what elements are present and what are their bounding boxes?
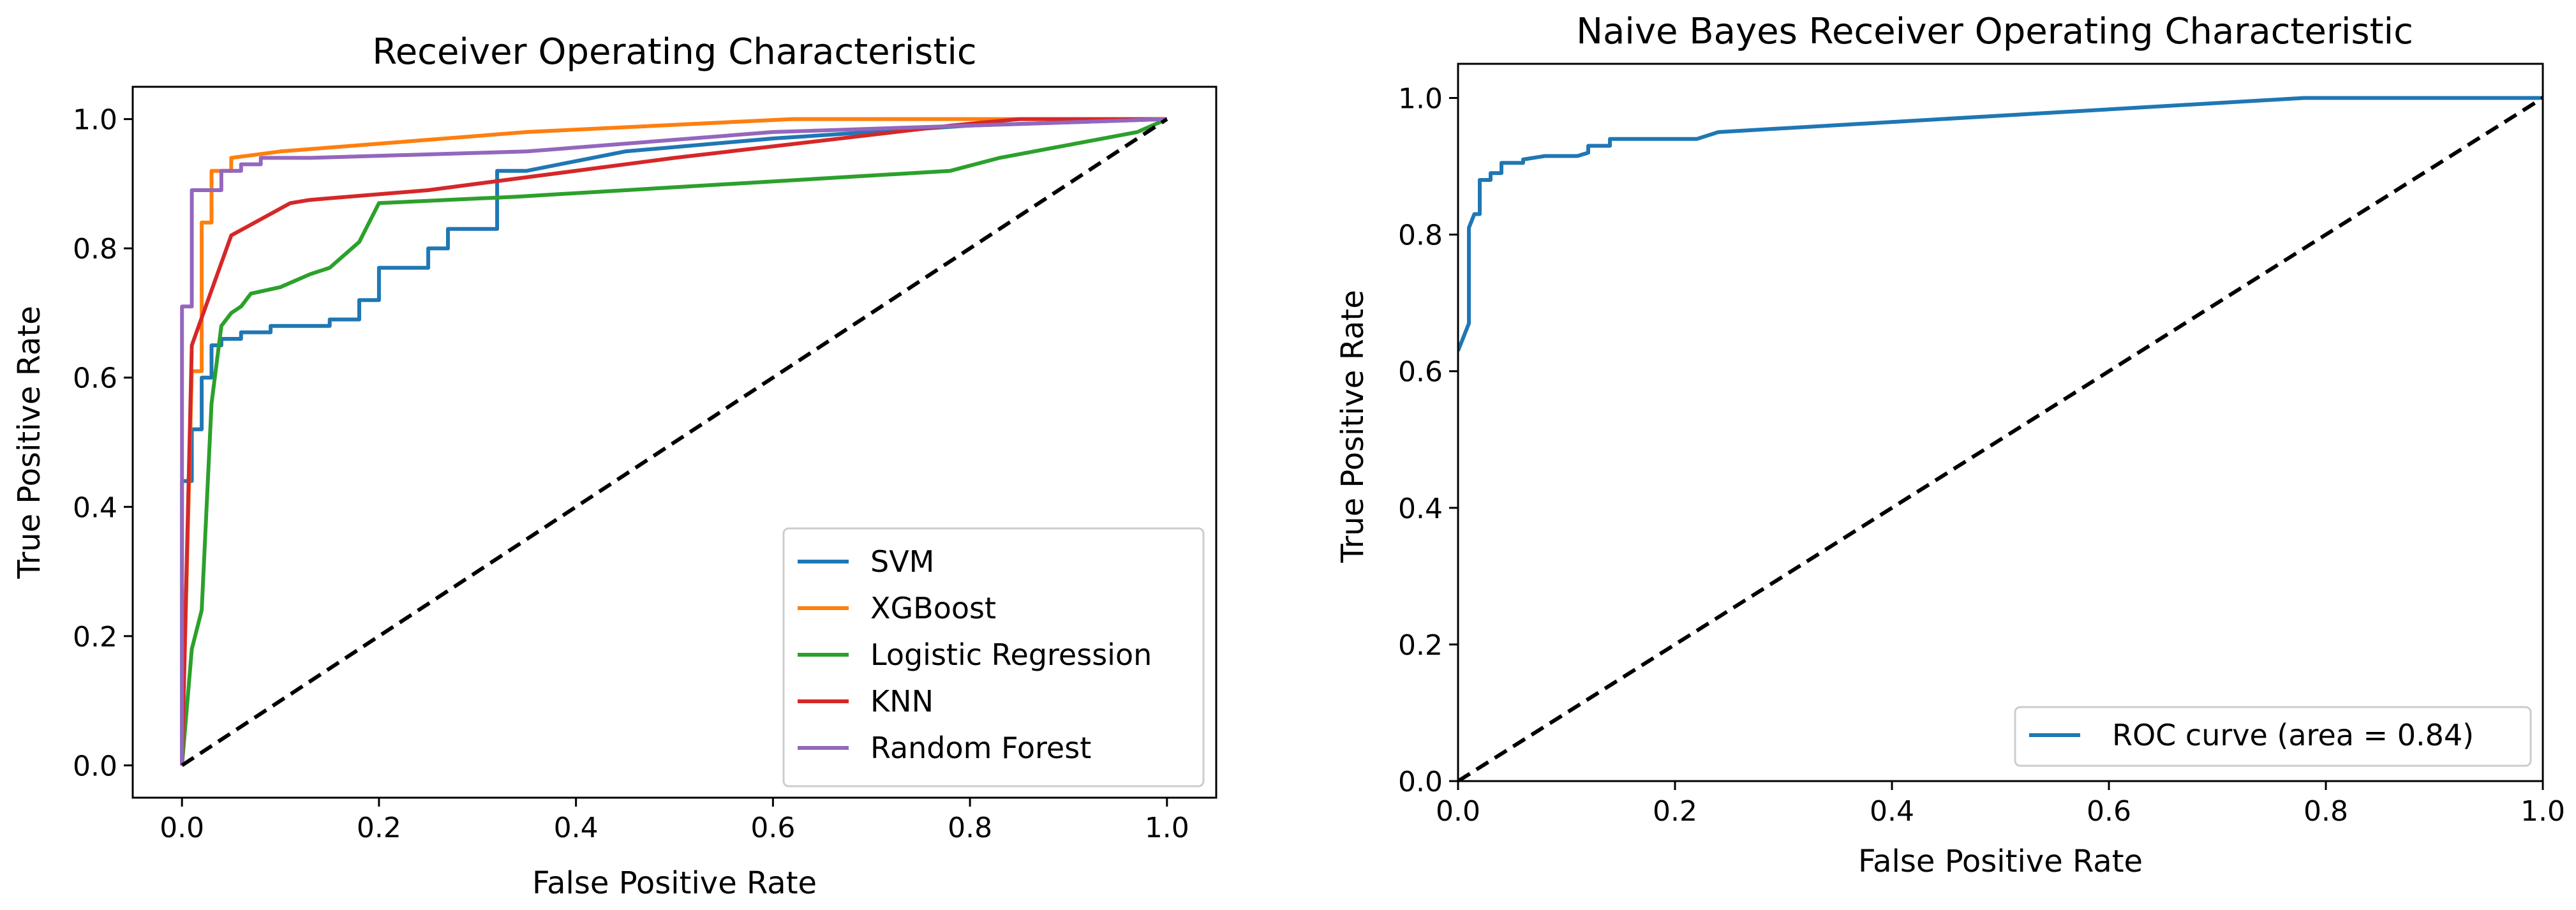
x-axis: 0.0 0.2 0.4 0.6 0.8 1.0 [1436, 781, 2565, 828]
axes-frame [131, 86, 1217, 799]
x-tick-label: 0.6 [2087, 795, 2131, 828]
x-tick-label: 0.0 [1436, 795, 1480, 828]
legend: ROC curve (area = 0.84) [2014, 706, 2532, 767]
x-tick-label: 0.4 [554, 812, 599, 844]
x-tick-label: 0.2 [357, 812, 401, 844]
series-line-roc-curve-area-0-84 [1458, 96, 2543, 352]
chart-title: Naive Bayes Receiver Operating Character… [1576, 11, 2413, 52]
x-tick-label: 0.2 [1653, 795, 1697, 828]
chart-roc-comparison: Receiver Operating Characteristic 0.0 0.2… [11, 31, 1217, 901]
y-tick-label: 0.6 [73, 362, 117, 395]
plot-area [180, 117, 1168, 767]
y-tick-label: 0.6 [1398, 356, 1443, 389]
series-line-knn [180, 117, 1167, 766]
legend-label: Random Forest [870, 731, 1091, 765]
legend-label: Logistic Regression [870, 638, 1152, 672]
axes-frame [1457, 63, 2544, 782]
diagonal-reference-line [1458, 96, 2543, 781]
x-tick-label: 0.8 [948, 812, 992, 844]
y-axis: 0.0 0.2 0.4 0.6 0.8 1.0 [73, 104, 133, 782]
y-axis-label: True Positive Rate [1335, 290, 1371, 563]
x-tick-label: 0.4 [1870, 795, 1914, 828]
diagonal-reference-line [181, 117, 1168, 767]
y-tick-label: 0.4 [1398, 493, 1443, 525]
chart-naive-bayes-roc: Naive Bayes Receiver Operating Character… [1335, 11, 2565, 879]
x-axis: 0.0 0.2 0.4 0.6 0.8 1.0 [160, 798, 1189, 844]
series-line-random-forest [180, 117, 1167, 766]
legend-label: KNN [870, 684, 934, 719]
legend-label: SVM [870, 544, 934, 579]
x-axis-label: False Positive Rate [1858, 844, 2143, 879]
x-tick-label: 0.0 [160, 812, 204, 844]
x-tick-label: 1.0 [2520, 795, 2565, 828]
y-tick-label: 0.0 [73, 750, 117, 782]
y-tick-label: 0.0 [1398, 766, 1443, 798]
series-line-logistic-regression [180, 117, 1168, 766]
y-axis: 0.0 0.2 0.4 0.6 0.8 1.0 [1398, 83, 1458, 798]
y-tick-label: 0.8 [1398, 220, 1443, 252]
legend-label: ROC curve (area = 0.84) [2112, 718, 2474, 752]
y-tick-label: 0.2 [73, 621, 117, 653]
series-line-svm [180, 117, 1167, 766]
chart-title: Receiver Operating Characteristic [372, 31, 976, 73]
y-tick-label: 1.0 [1398, 83, 1443, 116]
y-axis-label: True Positive Rate [11, 306, 47, 579]
legend-box [782, 527, 1205, 787]
x-axis-label: False Positive Rate [532, 865, 817, 901]
y-tick-label: 0.2 [1398, 629, 1443, 662]
x-tick-label: 0.8 [2304, 795, 2348, 828]
y-tick-label: 0.4 [73, 491, 117, 524]
legend-box [2014, 706, 2532, 767]
x-tick-label: 0.6 [750, 812, 795, 844]
y-tick-label: 1.0 [73, 104, 117, 137]
legend-label: XGBoost [870, 591, 996, 625]
plot-area [1458, 96, 2543, 781]
x-tick-label: 1.0 [1145, 812, 1189, 844]
y-tick-label: 0.8 [73, 233, 117, 265]
legend: SVM XGBoost Logistic Regression KNN Random F… [782, 527, 1205, 787]
